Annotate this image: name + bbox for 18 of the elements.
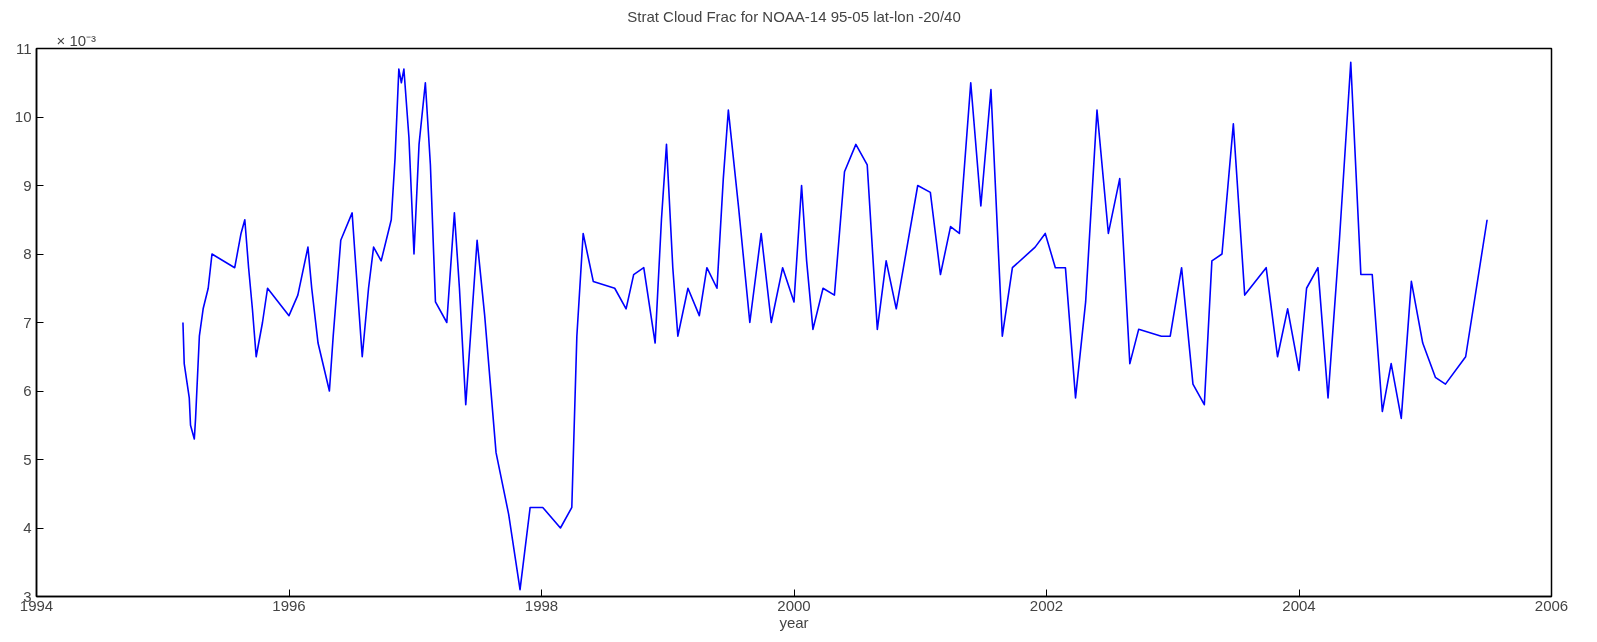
- y-tick-label: 11: [15, 39, 32, 57]
- y-tick-label: 6: [23, 382, 32, 399]
- y-tick-label: 7: [23, 313, 32, 331]
- x-tick-label: 2000: [777, 596, 811, 614]
- x-tick-label: 1996: [272, 596, 306, 614]
- y-tick-label: 9: [23, 176, 32, 194]
- y-tick-label: 8: [23, 245, 32, 262]
- text: × 10⁻³: [56, 31, 97, 49]
- chart-title: Strat Cloud Frac for NOAA-14 95-05 lat-lon -20/40: [627, 7, 961, 25]
- y-tick-label: 5: [23, 450, 32, 468]
- x-tick-label: 1998: [524, 596, 559, 614]
- x-tick-label: 2004: [1282, 596, 1316, 614]
- x-tick-label: 2006: [1534, 596, 1569, 614]
- line-series: [182, 61, 1488, 591]
- y-tick-label: 10: [14, 108, 32, 125]
- x-axis-title: year: [779, 613, 809, 631]
- y-tick-label: 4: [23, 519, 32, 536]
- x-tick-label: 2002: [1029, 596, 1064, 614]
